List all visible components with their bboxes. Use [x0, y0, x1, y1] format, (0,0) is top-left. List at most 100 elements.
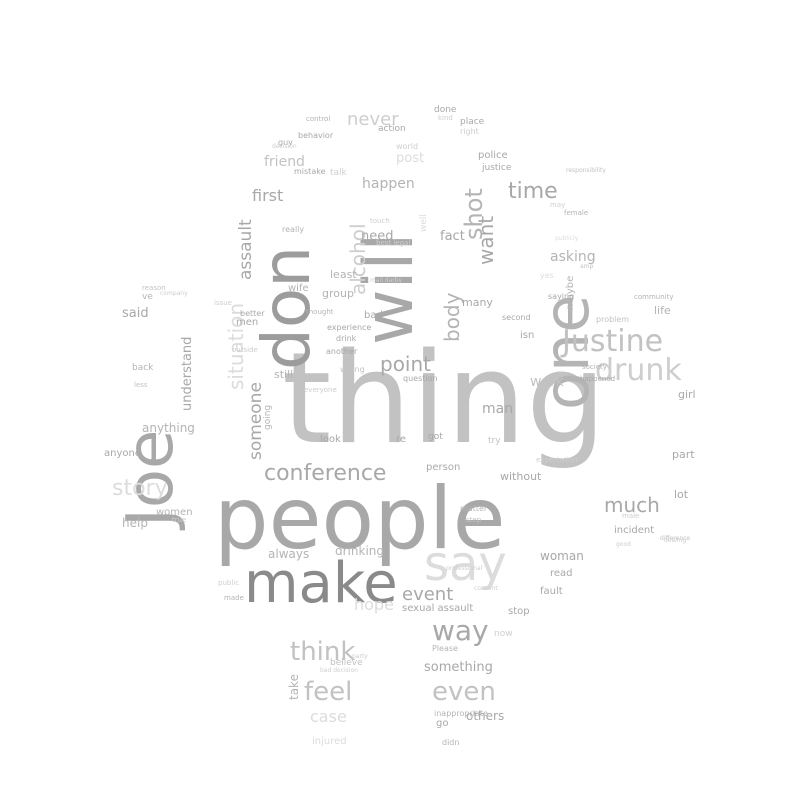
word-well: well	[419, 214, 429, 232]
word-try: try	[488, 436, 501, 446]
word-many: many	[462, 296, 493, 309]
word-dealing: dealing	[664, 537, 686, 544]
word-feel: feel	[304, 677, 352, 707]
word-event: event	[402, 584, 453, 605]
word-control: control	[306, 115, 330, 123]
word-responsibility: responsibility	[566, 167, 606, 174]
word-situation: situation	[224, 303, 248, 390]
word-assault: assault	[236, 219, 256, 280]
word-anyone: anyone	[104, 448, 141, 459]
word-stop: stop	[508, 606, 530, 617]
word-happened: happened	[580, 375, 615, 383]
word-amp: amp	[580, 263, 594, 270]
word-touch: touch	[370, 217, 390, 225]
word-conference: conference	[264, 461, 386, 486]
word-say: say	[424, 536, 507, 592]
word-help: help	[122, 516, 148, 530]
word-work: work	[530, 374, 565, 390]
word-behavior: behavior	[298, 131, 334, 140]
word-society: society	[582, 363, 607, 371]
word-isn: isn	[520, 330, 534, 341]
word-expectation: expectation	[536, 456, 577, 464]
word-issue: issue	[214, 299, 232, 307]
word-never: never	[347, 109, 399, 130]
word-mail-darby: mail darby	[370, 277, 403, 284]
word-please: Please	[432, 644, 458, 653]
word-second: second	[502, 313, 531, 322]
word-woman: woman	[540, 549, 584, 563]
word-joe: Joe	[114, 430, 188, 531]
word-still: still	[274, 368, 293, 381]
word-male: male	[622, 512, 639, 520]
word-alcohol: alcohol	[346, 223, 370, 295]
word-go: go	[436, 718, 448, 729]
word-always: always	[268, 547, 309, 561]
word-first: first	[252, 186, 283, 205]
word-people: people	[214, 469, 506, 569]
word-best-legal: best legal	[376, 239, 410, 247]
word-difference: difference	[660, 535, 690, 542]
word-guy: guy	[278, 138, 293, 147]
word-everyone: everyone	[304, 386, 337, 394]
word-said: said	[122, 306, 149, 321]
word-way: way	[432, 614, 489, 647]
word-decision: decision	[272, 143, 297, 150]
word-true: true	[172, 516, 186, 524]
word-don: don	[248, 246, 325, 370]
word-need: need	[361, 229, 394, 244]
word-without: without	[500, 470, 542, 483]
word-look: look	[320, 434, 341, 445]
word-lot: lot	[674, 488, 689, 501]
word-now: now	[494, 629, 513, 639]
word-question: question	[403, 374, 438, 383]
word-women: women	[156, 507, 193, 518]
word-take: take	[287, 674, 301, 700]
word-outside: outside	[232, 346, 258, 354]
word-wife: wife	[288, 283, 309, 294]
word-group: group	[322, 287, 354, 300]
word-believe: believe	[330, 658, 363, 668]
word-want: want	[474, 216, 498, 265]
word-going: going	[263, 405, 273, 430]
word-asking: asking	[550, 249, 596, 265]
word-thought: thought	[306, 308, 334, 316]
word-sexual-assault: sexual assault	[402, 603, 473, 614]
word-really: really	[282, 225, 304, 234]
word-will: will	[350, 233, 429, 345]
word-matter: matter	[460, 504, 488, 513]
word-injured: injured	[312, 736, 347, 747]
word-case: case	[310, 707, 347, 726]
word-men: men	[236, 317, 258, 328]
word-story: story	[112, 476, 168, 501]
word-man: man	[482, 401, 513, 417]
word-shot: shot	[460, 188, 488, 240]
word-yes: yes	[540, 271, 554, 280]
word-made: made	[224, 594, 244, 602]
word-even: even	[432, 677, 496, 707]
word-action: action	[378, 124, 406, 134]
word-done: done	[434, 105, 457, 115]
word-incident: incident	[614, 525, 654, 536]
word-consent: consent	[474, 585, 498, 592]
word-time: time	[508, 179, 558, 204]
word-saying: saying	[548, 292, 574, 301]
word-post: post	[396, 151, 424, 166]
word-back: back	[132, 363, 154, 373]
word-someone: someone	[246, 382, 266, 460]
word-read: read	[550, 568, 573, 579]
word-may: may	[550, 201, 565, 209]
word-girl: girl	[678, 388, 696, 401]
word-kind: kind	[438, 114, 453, 122]
word-less: less	[134, 381, 148, 389]
word-party: party	[352, 653, 368, 660]
word-hope: hope	[354, 595, 394, 614]
word-reason: reason	[142, 284, 166, 292]
word-body: body	[440, 292, 464, 342]
word-place: place	[460, 117, 485, 127]
word-understand: understand	[180, 337, 195, 411]
word-publicly: publicly	[555, 235, 579, 242]
word-maybe: maybe	[565, 276, 576, 310]
word-didn: didn	[442, 738, 459, 747]
